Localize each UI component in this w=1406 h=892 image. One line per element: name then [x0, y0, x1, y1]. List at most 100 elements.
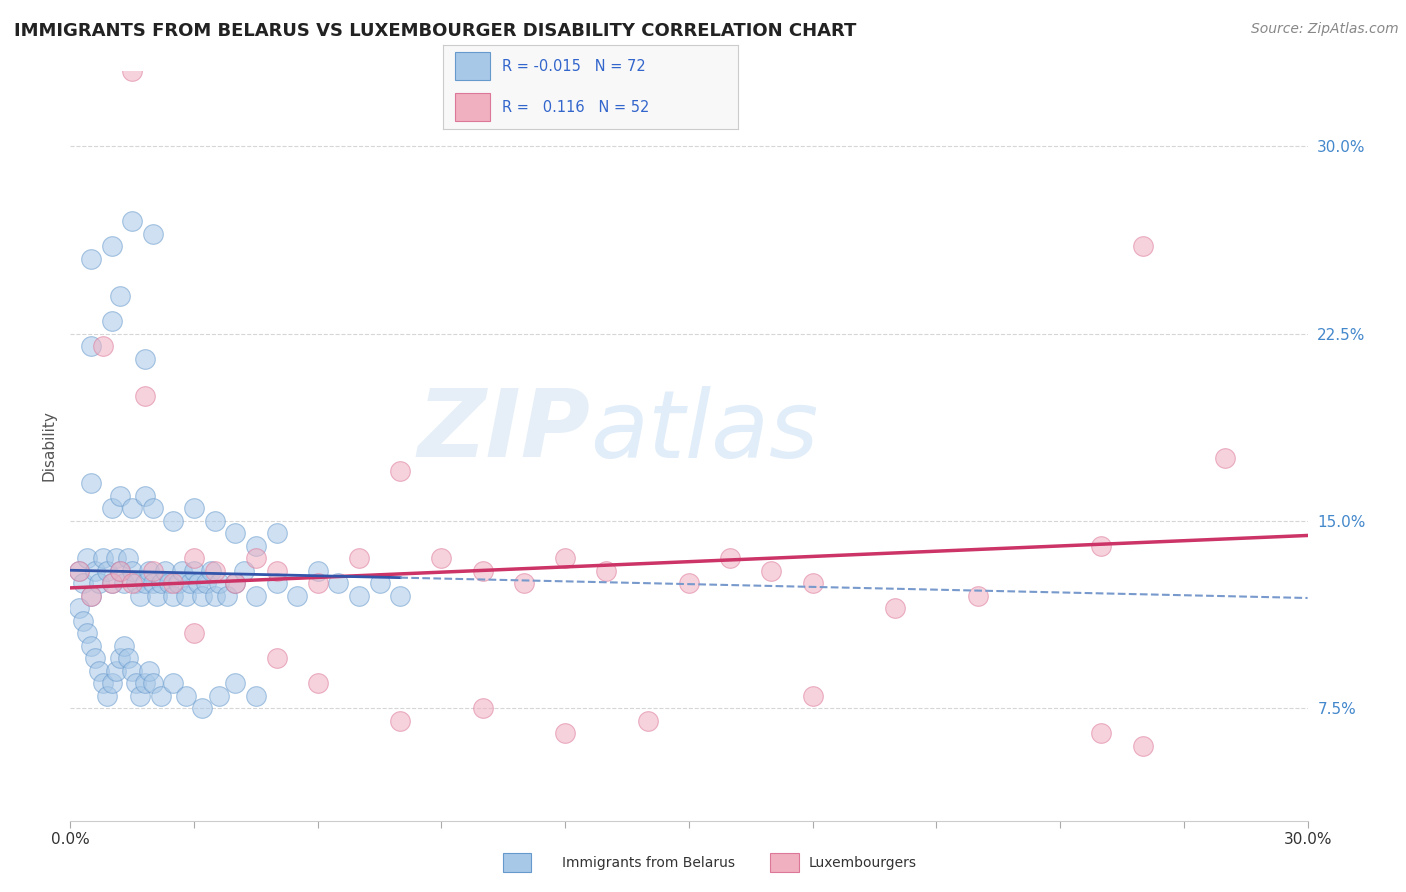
Point: [224, 576, 246, 591]
Point: [142, 227, 165, 241]
Point: [134, 489, 156, 503]
Point: [513, 576, 536, 591]
Text: R =   0.116   N = 52: R = 0.116 N = 52: [502, 100, 650, 115]
Point: [80, 589, 103, 603]
Point: [112, 576, 135, 591]
Point: [162, 676, 184, 690]
Point: [179, 576, 201, 591]
Point: [100, 576, 122, 591]
Bar: [454, 53, 491, 80]
Point: [389, 464, 412, 478]
Point: [637, 714, 659, 728]
Text: Immigrants from Belarus: Immigrants from Belarus: [562, 856, 735, 870]
Point: [307, 564, 329, 578]
Point: [80, 339, 103, 353]
Point: [307, 576, 329, 591]
Point: [430, 551, 453, 566]
Point: [96, 564, 118, 578]
Point: [146, 589, 169, 603]
Point: [121, 564, 143, 578]
Point: [108, 564, 131, 578]
Point: [389, 589, 412, 603]
Point: [80, 476, 103, 491]
Point: [232, 564, 254, 578]
Point: [100, 576, 122, 591]
Point: [471, 564, 494, 578]
Text: atlas: atlas: [591, 385, 818, 476]
Point: [307, 676, 329, 690]
Point: [328, 576, 350, 591]
Point: [129, 689, 152, 703]
Point: [129, 589, 152, 603]
Point: [157, 576, 180, 591]
Point: [121, 576, 143, 591]
Point: [134, 389, 156, 403]
Point: [108, 651, 131, 665]
Point: [266, 651, 288, 665]
Point: [389, 714, 412, 728]
Point: [266, 564, 288, 578]
Point: [215, 589, 238, 603]
Point: [174, 589, 197, 603]
Point: [67, 564, 90, 578]
Bar: [454, 93, 491, 120]
Point: [204, 514, 226, 528]
Text: Luxembourgers: Luxembourgers: [808, 856, 917, 870]
Point: [84, 564, 107, 578]
Point: [121, 664, 143, 678]
Point: [125, 576, 148, 591]
Point: [170, 564, 193, 578]
Point: [100, 676, 122, 690]
Point: [183, 551, 205, 566]
Point: [91, 339, 114, 353]
Point: [166, 576, 188, 591]
Point: [150, 689, 173, 703]
Point: [471, 701, 494, 715]
Point: [208, 576, 231, 591]
Point: [200, 564, 222, 578]
Point: [150, 576, 173, 591]
Text: R = -0.015   N = 72: R = -0.015 N = 72: [502, 59, 645, 74]
Point: [138, 564, 160, 578]
Point: [142, 501, 165, 516]
Point: [224, 676, 246, 690]
Point: [104, 664, 127, 678]
Point: [347, 589, 370, 603]
Point: [91, 676, 114, 690]
Point: [100, 239, 122, 253]
Point: [183, 626, 205, 640]
Point: [191, 701, 214, 715]
Point: [134, 351, 156, 366]
Text: ZIP: ZIP: [418, 385, 591, 477]
Point: [245, 539, 267, 553]
Point: [245, 589, 267, 603]
Point: [554, 726, 576, 740]
Point: [84, 651, 107, 665]
Point: [142, 676, 165, 690]
Point: [67, 601, 90, 615]
Point: [80, 252, 103, 266]
Point: [162, 576, 184, 591]
Point: [174, 689, 197, 703]
Point: [76, 626, 98, 640]
Point: [1213, 451, 1236, 466]
Point: [142, 576, 165, 591]
Point: [801, 576, 824, 591]
Point: [678, 576, 700, 591]
Point: [187, 576, 209, 591]
Point: [104, 551, 127, 566]
Point: [368, 576, 391, 591]
Point: [142, 564, 165, 578]
Point: [245, 689, 267, 703]
Point: [117, 551, 139, 566]
Point: [117, 651, 139, 665]
Point: [204, 564, 226, 578]
Y-axis label: Disability: Disability: [41, 410, 56, 482]
Point: [100, 314, 122, 328]
Text: Source: ZipAtlas.com: Source: ZipAtlas.com: [1251, 22, 1399, 37]
Point: [245, 551, 267, 566]
Point: [121, 501, 143, 516]
Point: [112, 639, 135, 653]
Point: [89, 664, 111, 678]
Point: [108, 564, 131, 578]
